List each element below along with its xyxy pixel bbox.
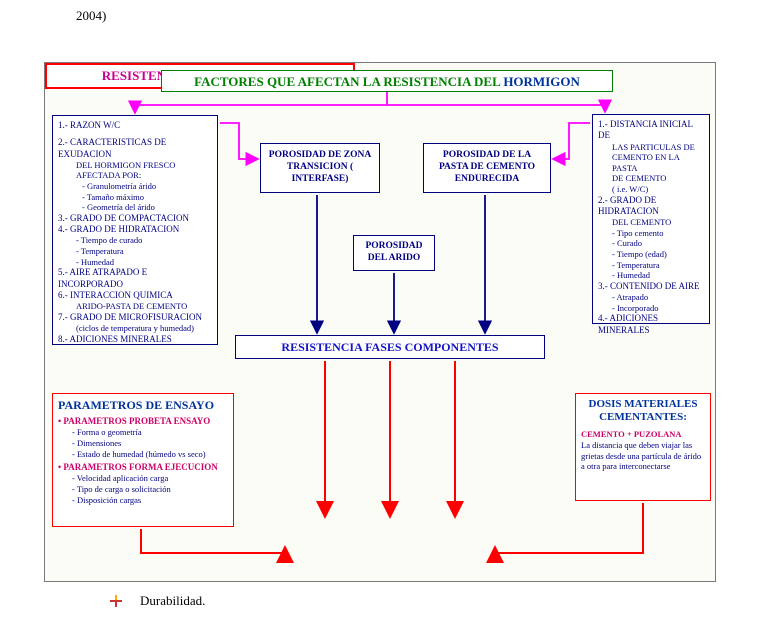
lf-4s1: - Tiempo de curado [58, 235, 212, 246]
diagram-container: FACTORES QUE AFECTAN LA RESISTENCIA DEL … [44, 62, 716, 582]
lf-1: 1.- RAZON W/C [58, 120, 212, 131]
lf-2s2: - Tamaño máximo [58, 192, 212, 203]
resistencia-fases-box: RESISTENCIA FASES COMPONENTES [235, 335, 545, 359]
lf-2: 2.- CARACTERISTICAS DE EXUDACION [58, 137, 212, 160]
right-factors-box: 1.- DISTANCIA INICIAL DE LAS PARTICULAS … [592, 114, 710, 324]
rf-3a: 3.- CONTENIDO DE AIRE [598, 281, 704, 292]
rf-2s3: - Tiempo (edad) [598, 249, 704, 260]
rf-2s4: - Temperatura [598, 260, 704, 271]
lf-8: 8.- ADICIONES MINERALES [58, 334, 212, 345]
poro-pasta-label: POROSIDAD DE LA PASTA DE CEMENTO ENDUREC… [429, 150, 545, 186]
title-banner: FACTORES QUE AFECTAN LA RESISTENCIA DEL … [161, 70, 613, 92]
left-factors-box: 1.- RAZON W/C 2.- CARACTERISTICAS DE EXU… [52, 115, 218, 345]
dosis-hdr2: CEMENTANTES: [581, 411, 705, 424]
rf-4: 4.- ADICIONES MINERALES [598, 313, 704, 336]
footer-bullet: Durabilidad. [110, 593, 205, 609]
rf-2a: 2.- GRADO DE HIDRATACION [598, 195, 704, 218]
rf-1a: 1.- DISTANCIA INICIAL DE [598, 119, 704, 142]
parametros-ensayo-box: PARAMETROS DE ENSAYO • PARAMETROS PROBET… [52, 393, 234, 527]
param-sec1: • PARAMETROS PROBETA ENSAYO [58, 416, 228, 427]
lf-4s3: - Humedad [58, 257, 212, 268]
lf-4: 4.- GRADO DE HIDRATACION [58, 224, 212, 235]
param-s1b: - Dimensiones [58, 438, 228, 449]
lf-7b: (ciclos de temperatura y humedad) [58, 323, 212, 334]
dosis-hdr1: DOSIS MATERIALES [581, 398, 705, 411]
title-main: FACTORES QUE AFECTAN LA RESISTENCIA DEL [194, 74, 503, 89]
lf-2b: DEL HORMIGON FRESCO [58, 160, 212, 171]
lf-3: 3.- GRADO DE COMPACTACION [58, 213, 212, 224]
porosidad-arido-box: POROSIDAD DEL ARIDO [353, 235, 435, 271]
lf-2s3: - Geometría del árido [58, 202, 212, 213]
res-fases-label: RESISTENCIA FASES COMPONENTES [281, 340, 498, 355]
rf-3s1: - Atrapado [598, 292, 704, 303]
lf-5: 5.- AIRE ATRAPADO E INCORPORADO [58, 267, 212, 290]
param-s1c: - Estado de humedad (húmedo vs seco) [58, 449, 228, 460]
param-s1a: - Forma o geometría [58, 427, 228, 438]
poro-trans-label: POROSIDAD DE ZONA TRANSICION ( INTERFASE… [266, 150, 374, 186]
page-header-text: 2004) [76, 8, 106, 24]
lf-2s1: - Granulometría árido [58, 181, 212, 192]
porosidad-pasta-box: POROSIDAD DE LA PASTA DE CEMENTO ENDUREC… [423, 143, 551, 193]
rf-2s5: - Humedad [598, 270, 704, 281]
param-hdr: PARAMETROS DE ENSAYO [58, 398, 228, 413]
poro-arido-label: POROSIDAD DEL ARIDO [359, 241, 429, 265]
lf-7: 7.- GRADO DE MICROFISURACION [58, 312, 212, 323]
lf-2c: AFECTADA POR: [58, 170, 212, 181]
rf-1e: ( i.e. W/C) [598, 184, 704, 195]
porosidad-transicion-box: POROSIDAD DE ZONA TRANSICION ( INTERFASE… [260, 143, 380, 193]
dosis-txt: La distancia que deben viajar las grieta… [581, 440, 705, 472]
rf-2s1: - Tipo cemento [598, 228, 704, 239]
footer-text: Durabilidad. [140, 593, 205, 609]
rf-1d: DE CEMENTO [598, 173, 704, 184]
rf-1b: LAS PARTICULAS DE [598, 142, 704, 153]
param-sec2: • PARAMETROS FORMA EJECUCION [58, 462, 228, 473]
param-s2a: - Velocidad aplicación carga [58, 473, 228, 484]
dosis-materiales-box: DOSIS MATERIALES CEMENTANTES: CEMENTO + … [575, 393, 711, 501]
param-s2b: - Tipo de carga o solicitación [58, 484, 228, 495]
title-hormigon: HORMIGON [503, 74, 580, 89]
lf-4s2: - Temperatura [58, 246, 212, 257]
rf-2s2: - Curado [598, 238, 704, 249]
bullet-icon [110, 595, 122, 607]
dosis-cp: CEMENTO + PUZOLANA [581, 429, 705, 440]
lf-6: 6.- INTERACCION QUIMICA [58, 290, 212, 301]
rf-2b: DEL CEMENTO [598, 217, 704, 228]
param-s2c: - Disposición cargas [58, 495, 228, 506]
rf-3s2: - Incorporado [598, 303, 704, 314]
lf-6b: ARIDO-PASTA DE CEMENTO [58, 301, 212, 312]
rf-1c: CEMENTO EN LA PASTA [598, 152, 704, 173]
